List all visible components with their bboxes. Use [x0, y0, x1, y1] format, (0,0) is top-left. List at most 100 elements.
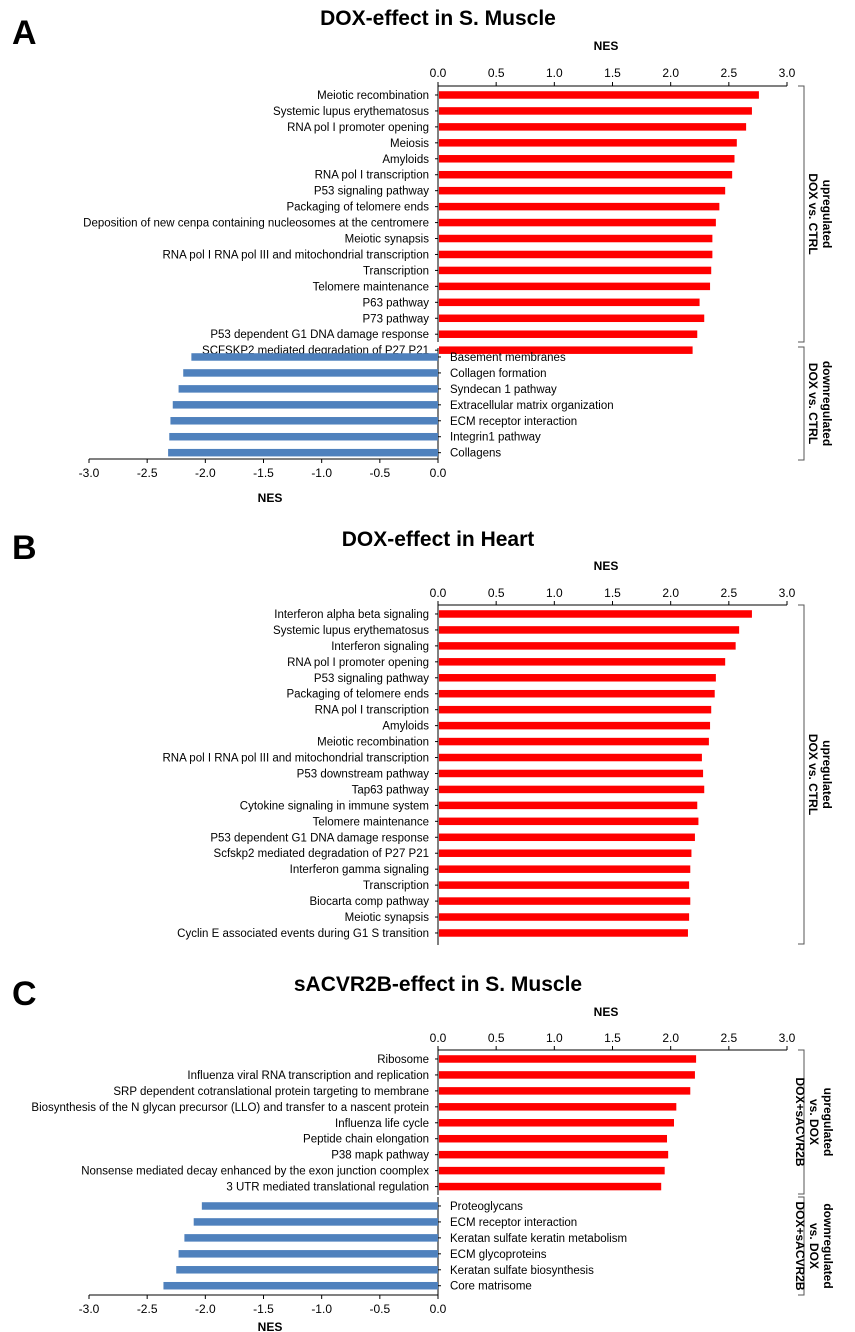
- top-axis-tick-label: 1.5: [604, 66, 621, 80]
- top-axis-tick-label: 3.0: [779, 1031, 796, 1045]
- bar: [439, 881, 690, 889]
- top-axis-tick-label: 0.5: [488, 1031, 505, 1045]
- category-label: P53 downstream pathway: [297, 768, 430, 780]
- bar: [439, 1055, 697, 1063]
- category-label: Integrin1 pathway: [450, 432, 541, 444]
- panel-letter: C: [12, 975, 37, 1013]
- category-label: Meiotic synapsis: [345, 234, 430, 246]
- bar: [439, 929, 688, 937]
- top-axis-title: NES: [594, 39, 619, 53]
- category-label: SRP dependent cotranslational protein ta…: [113, 1086, 429, 1098]
- top-axis-tick-label: 0.5: [488, 586, 505, 600]
- bottom-axis-tick-label: -2.5: [137, 1302, 158, 1316]
- bottom-axis-tick-label: -3.0: [79, 1302, 100, 1316]
- bar-group-up: Ribosome Influenza viral RNA transcriptio…: [31, 1049, 835, 1195]
- group-bracket: [798, 1049, 805, 1195]
- category-label: Extracellular matrix organization: [450, 400, 614, 412]
- group-label: DOX vs. CTRLupregulated: [806, 734, 834, 815]
- top-axis-tick-label: 2.5: [720, 586, 737, 600]
- bar: [439, 250, 713, 259]
- category-label: Meiosis: [390, 138, 429, 150]
- bar: [439, 186, 726, 195]
- group-bracket: [798, 85, 805, 343]
- bar: [172, 401, 438, 409]
- bar: [191, 353, 438, 361]
- category-label: Transcription: [363, 880, 429, 892]
- group-label: DOX+sACVR2Bvs. DOXupregulated: [793, 1077, 835, 1166]
- category-label: Keratan sulfate keratin metabolism: [450, 1233, 627, 1245]
- category-label: 3 UTR mediated translational regulation: [226, 1182, 429, 1194]
- bar: [439, 817, 699, 826]
- category-label: Systemic lupus erythematosus: [273, 625, 429, 637]
- bar: [439, 1182, 662, 1191]
- bar: [439, 1166, 665, 1175]
- bottom-axis-tick-label: 0.0: [430, 1302, 447, 1316]
- group-label: DOX vs. CTRLdownregulated: [806, 361, 834, 446]
- bar: [439, 642, 736, 650]
- category-label: ECM receptor interaction: [450, 416, 577, 428]
- category-label: Ribosome: [377, 1054, 429, 1066]
- bar: [439, 769, 704, 778]
- category-label: ECM receptor interaction: [450, 1217, 577, 1229]
- category-label: Transcription: [363, 265, 429, 277]
- category-label: Basement membranes: [450, 352, 566, 364]
- panel-letter: B: [12, 529, 37, 567]
- group-label-line: DOX vs. CTRL: [806, 363, 820, 444]
- bottom-axis-tick-label: -1.0: [311, 466, 332, 480]
- category-label: Interferon gamma signaling: [290, 864, 429, 876]
- bar: [439, 689, 715, 698]
- top-axis-tick-label: 2.0: [662, 1031, 679, 1045]
- top-axis-tick-label: 3.0: [779, 66, 796, 80]
- top-axis-title: NES: [594, 559, 619, 573]
- bar-group-down: Basement membranes Collagen formation Synd…: [168, 346, 834, 461]
- bar: [193, 1218, 438, 1226]
- bottom-axis-tick-label: -3.0: [79, 466, 100, 480]
- bar: [439, 266, 712, 275]
- chart-title: DOX-effect in Heart: [342, 528, 535, 551]
- bottom-axis-tick-label: -1.5: [253, 466, 274, 480]
- bar: [439, 330, 698, 338]
- chart-panel-b: B DOX-effect in Heart NES 0.0 0.5 1.0 1.5 2.0 2.…: [12, 528, 834, 945]
- top-axis-tick-label: 1.0: [546, 66, 563, 80]
- bar: [439, 1087, 691, 1095]
- category-label: Amyloids: [382, 154, 429, 166]
- bar: [439, 849, 692, 857]
- bar: [439, 202, 720, 211]
- category-label: P53 dependent G1 DNA damage response: [210, 832, 429, 844]
- category-label: Packaging of telomere ends: [286, 202, 429, 214]
- bar: [439, 107, 752, 115]
- bar: [439, 913, 690, 921]
- category-label: ECM glycoproteins: [450, 1249, 547, 1261]
- top-axis-tick-label: 0.5: [488, 66, 505, 80]
- bar: [439, 833, 695, 842]
- bar: [170, 417, 438, 425]
- bar: [178, 1250, 438, 1258]
- group-label-line: upregulated: [821, 1088, 835, 1157]
- bar: [163, 1281, 438, 1290]
- bar: [439, 91, 759, 99]
- group-label-line: DOX vs. CTRL: [806, 173, 820, 254]
- category-label: RNA pol I RNA pol III and mitochondrial …: [162, 249, 429, 261]
- bottom-axis-title: NES: [258, 491, 283, 505]
- top-axis-tick-label: 1.5: [604, 1031, 621, 1045]
- category-label: P38 mapk pathway: [331, 1150, 429, 1162]
- top-axis-tick-label: 0.0: [430, 1031, 447, 1045]
- chart-title: sACVR2B-effect in S. Muscle: [294, 973, 582, 996]
- group-label: DOX vs. CTRLupregulated: [806, 173, 834, 254]
- bottom-axis-title: NES: [258, 1320, 283, 1332]
- bar: [439, 785, 705, 794]
- bar: [439, 610, 752, 618]
- bar: [184, 1234, 438, 1242]
- bar: [176, 1266, 438, 1274]
- bar: [439, 801, 698, 810]
- bar-group-down: Proteoglycans ECM receptor interaction Ker…: [163, 1196, 835, 1296]
- bottom-axis-tick-label: -2.0: [195, 466, 216, 480]
- bottom-axis-tick-label: -0.5: [369, 1302, 390, 1316]
- bar: [439, 346, 693, 354]
- bar: [439, 155, 735, 163]
- bottom-axis-tick-label: -1.0: [311, 1302, 332, 1316]
- category-label: Meiotic recombination: [317, 90, 429, 102]
- bottom-axis-tick-label: -2.0: [195, 1302, 216, 1316]
- group-label-line: upregulated: [820, 740, 834, 809]
